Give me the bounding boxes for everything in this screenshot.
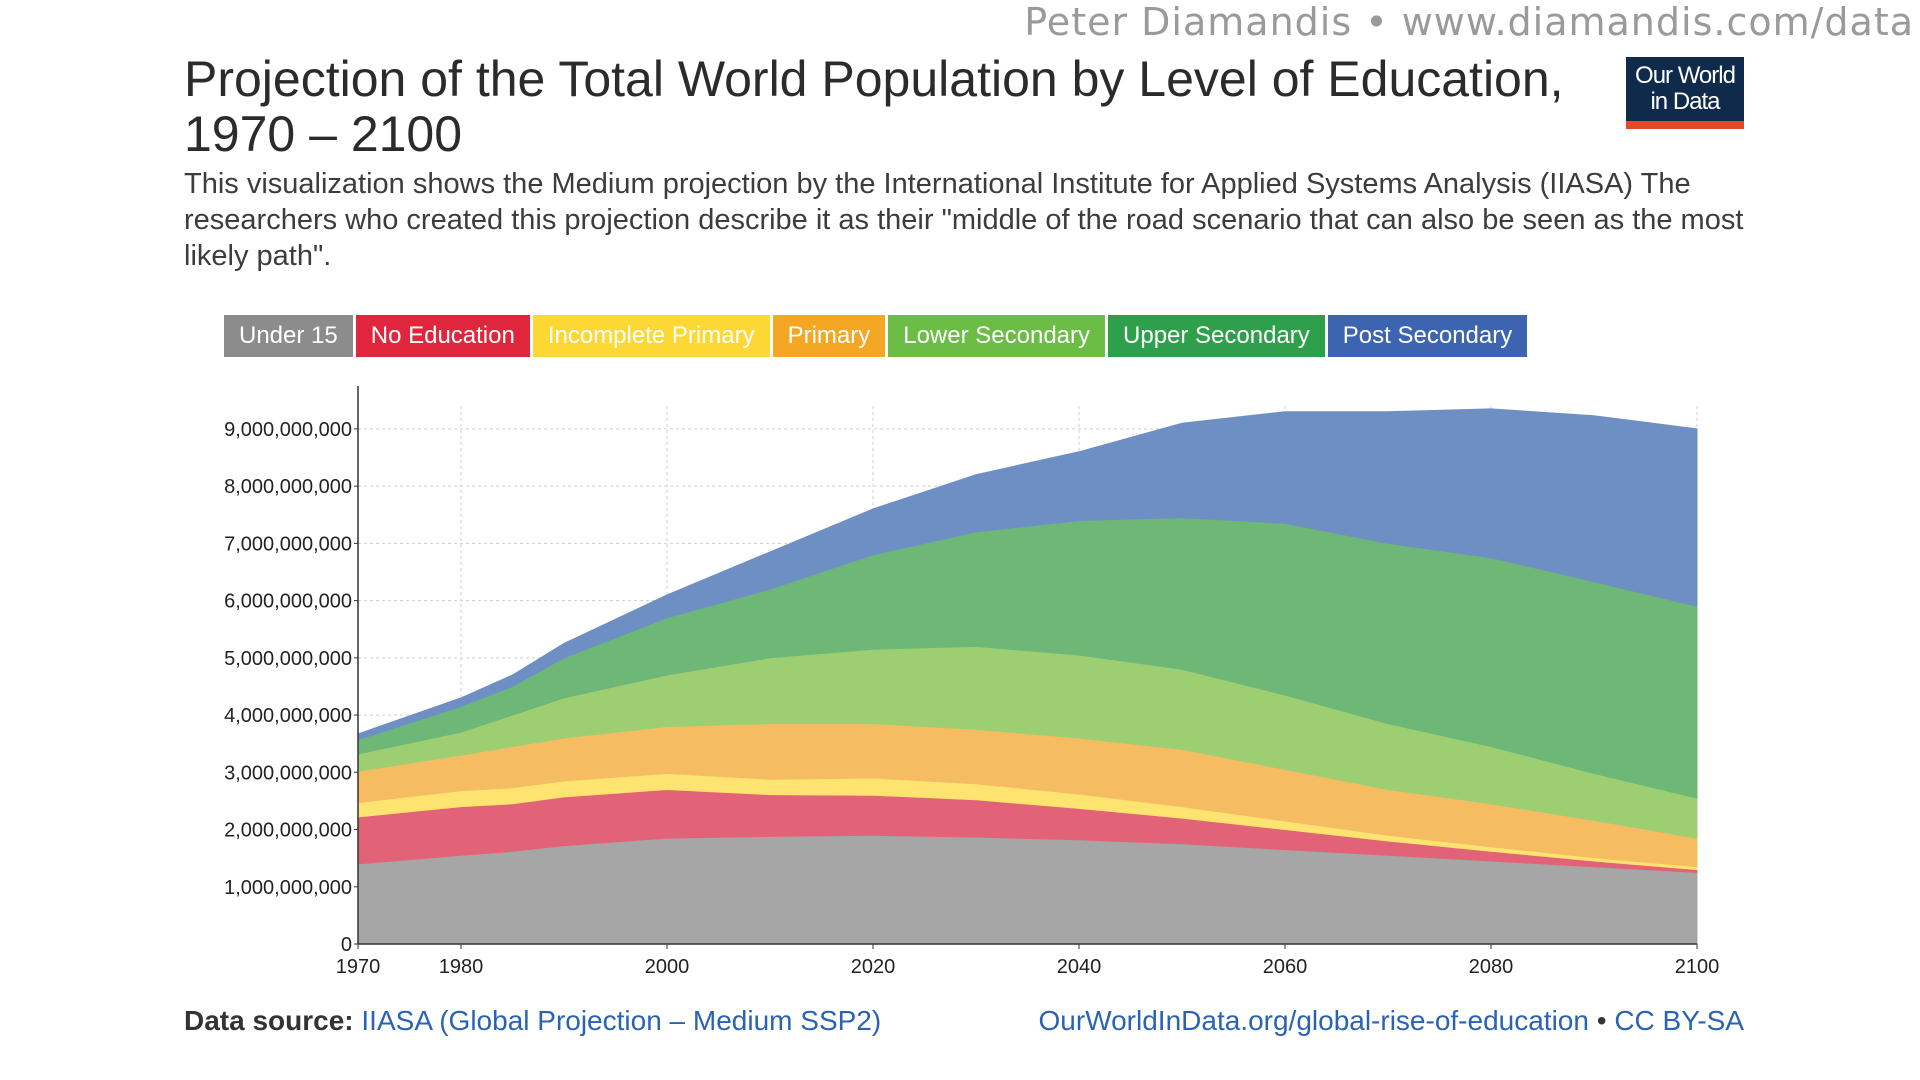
- footer-links: OurWorldInData.org/global-rise-of-educat…: [1039, 1005, 1744, 1037]
- y-tick-label: 5,000,000,000: [224, 648, 352, 670]
- y-tick-label: 0: [341, 934, 352, 956]
- y-tick-label: 7,000,000,000: [224, 533, 352, 555]
- y-tick-label: 3,000,000,000: [224, 762, 352, 784]
- y-tick-label: 2,000,000,000: [224, 820, 352, 842]
- legend-item-upper-secondary[interactable]: Upper Secondary: [1108, 315, 1325, 357]
- legend-item-primary[interactable]: Primary: [772, 315, 886, 357]
- x-tick-label: 2020: [851, 956, 896, 978]
- watermark: Peter Diamandis • www.diamandis.com/data: [1024, 0, 1914, 44]
- y-tick-label: 1,000,000,000: [224, 877, 352, 899]
- source-label: Data source:: [184, 1005, 354, 1036]
- legend-item-incomplete-primary[interactable]: Incomplete Primary: [532, 315, 770, 357]
- y-tick-label: 6,000,000,000: [224, 591, 352, 613]
- x-tick-label: 2060: [1263, 956, 1308, 978]
- x-tick-label: 2100: [1675, 956, 1720, 978]
- legend-item-post-secondary[interactable]: Post Secondary: [1327, 315, 1528, 357]
- y-tick-label: 9,000,000,000: [224, 419, 352, 441]
- chart-title: Projection of the Total World Population…: [184, 51, 1564, 162]
- x-tick-label: 2080: [1469, 956, 1514, 978]
- source-link[interactable]: IIASA (Global Projection – Medium SSP2): [361, 1005, 882, 1036]
- legend-item-under-15[interactable]: Under 15: [224, 315, 353, 357]
- x-tick-label: 2040: [1057, 956, 1102, 978]
- legend-item-lower-secondary[interactable]: Lower Secondary: [888, 315, 1106, 357]
- owid-logo[interactable]: Our World in Data: [1626, 57, 1744, 129]
- x-tick-label: 1980: [439, 956, 484, 978]
- x-tick-label: 2000: [645, 956, 690, 978]
- legend: Under 15 No Education Incomplete Primary Pr…: [224, 315, 1528, 357]
- legend-item-no-education[interactable]: No Education: [355, 315, 530, 357]
- area-post-secondary: [357, 408, 1698, 741]
- owid-url-link[interactable]: OurWorldInData.org/global-rise-of-educat…: [1038, 1005, 1589, 1036]
- area-chart: 0 1,000,000,000 2,000,000,000 3,000,000,000…: [224, 386, 1720, 978]
- x-tick-label: 1970: [336, 956, 381, 978]
- areas: [357, 408, 1698, 945]
- chart-subtitle: This visualization shows the Medium proj…: [184, 168, 1744, 272]
- logo-line-1: Our World: [1635, 62, 1736, 89]
- y-tick-label: 8,000,000,000: [224, 476, 352, 498]
- logo-line-2: in Data: [1650, 88, 1720, 115]
- footer-source: Data source: IIASA (Global Projection – …: [184, 1005, 881, 1037]
- license-link[interactable]: CC BY-SA: [1614, 1005, 1744, 1036]
- y-tick-label: 4,000,000,000: [224, 705, 352, 727]
- footer-separator: •: [1596, 1005, 1607, 1036]
